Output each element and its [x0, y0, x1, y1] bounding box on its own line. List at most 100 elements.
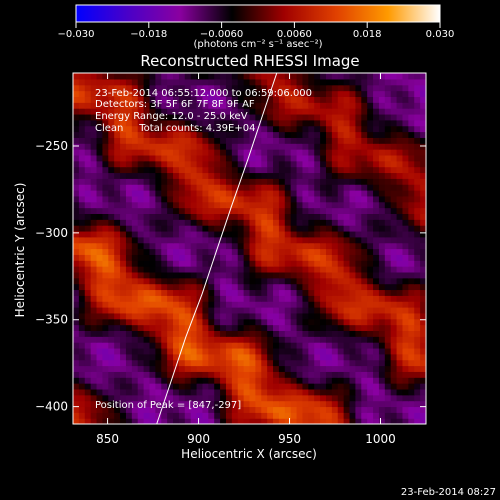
heatmap-cell — [190, 400, 198, 408]
heatmap-cell — [378, 102, 386, 109]
heatmap-cell — [102, 359, 109, 367]
heatmap-cell — [414, 371, 421, 378]
heatmap-cell — [225, 119, 233, 127]
heatmap-cell — [349, 178, 356, 185]
heatmap-cell — [120, 125, 127, 133]
colorbar-tick-label: 0.018 — [353, 29, 382, 40]
heatmap-cell — [237, 190, 245, 197]
heatmap-cell — [325, 400, 333, 408]
heatmap-cell — [231, 78, 239, 86]
heatmap-cell — [255, 178, 262, 185]
heatmap-cell — [373, 178, 380, 185]
heatmap-cell — [167, 230, 174, 238]
heatmap-cell — [231, 84, 239, 92]
heatmap-cell — [114, 312, 121, 320]
heatmap-cell — [314, 400, 321, 408]
heatmap-cell — [120, 371, 127, 378]
heatmap-cell — [355, 225, 362, 232]
heatmap-cell — [78, 394, 86, 402]
heatmap-cell — [73, 160, 80, 168]
heatmap-cell — [120, 365, 127, 372]
heatmap-cell — [73, 149, 80, 156]
heatmap-cell — [131, 213, 139, 220]
heatmap-cell — [178, 73, 186, 80]
heatmap-cell — [231, 73, 239, 80]
heatmap-cell — [308, 307, 315, 314]
heatmap-cell — [137, 266, 145, 273]
heatmap-cell — [384, 283, 392, 291]
heatmap-cell — [131, 377, 139, 384]
heatmap-cell — [420, 201, 426, 209]
heatmap-cell — [214, 154, 221, 162]
heatmap-cell — [102, 195, 109, 203]
heatmap-cell — [278, 330, 286, 337]
heatmap-cell — [190, 365, 198, 372]
heatmap-cell — [384, 137, 392, 144]
heatmap-cell — [149, 406, 156, 413]
heatmap-cell — [78, 108, 86, 115]
heatmap-cell — [273, 330, 280, 337]
heatmap-cell — [155, 254, 162, 261]
heatmap-cell — [202, 353, 209, 361]
heatmap-cell — [420, 301, 426, 308]
heatmap-cell — [167, 236, 174, 244]
heatmap-cell — [137, 371, 145, 378]
heatmap-cell — [325, 119, 333, 127]
heatmap-cell — [384, 236, 392, 244]
heatmap-cell — [255, 383, 262, 390]
heatmap-cell — [243, 347, 251, 355]
heatmap-cell — [108, 108, 115, 115]
heatmap-cell — [325, 242, 333, 250]
heatmap-cell — [243, 102, 251, 109]
heatmap-cell — [325, 190, 333, 197]
heatmap-cell — [402, 295, 409, 302]
heatmap-cell — [173, 172, 180, 179]
heatmap-cell — [90, 330, 98, 337]
heatmap-cell — [367, 318, 374, 326]
heatmap-cell — [267, 219, 274, 226]
heatmap-cell — [78, 359, 86, 367]
heatmap-cell — [149, 143, 156, 150]
heatmap-cell — [296, 365, 304, 372]
heatmap-cell — [108, 371, 115, 378]
heatmap-cell — [178, 219, 186, 226]
heatmap-cell — [214, 418, 221, 424]
heatmap-cell — [231, 295, 239, 302]
heatmap-cell — [184, 190, 192, 197]
heatmap-cell — [396, 90, 404, 97]
heatmap-cell — [414, 260, 421, 267]
heatmap-cell — [320, 184, 327, 191]
heatmap-cell — [184, 137, 192, 144]
heatmap-cell — [337, 84, 345, 92]
heatmap-cell — [278, 277, 286, 285]
heatmap-cell — [114, 388, 121, 396]
heatmap-cell — [402, 289, 409, 296]
heatmap-cell — [167, 201, 174, 209]
heatmap-cell — [320, 260, 327, 267]
heatmap-cell — [325, 125, 333, 133]
heatmap-cell — [149, 324, 156, 331]
heatmap-cell — [302, 184, 309, 191]
heatmap-cell — [302, 359, 309, 367]
heatmap-cell — [114, 236, 121, 244]
heatmap-cell — [278, 295, 286, 302]
heatmap-cell — [190, 418, 198, 424]
heatmap-cell — [320, 131, 327, 138]
heatmap-cell — [102, 336, 109, 343]
heatmap-cell — [290, 260, 298, 267]
heatmap-cell — [167, 388, 174, 396]
heatmap-cell — [231, 195, 239, 203]
heatmap-cell — [167, 318, 174, 326]
heatmap-cell — [196, 301, 204, 308]
heatmap-cell — [125, 295, 133, 302]
heatmap-cell — [361, 143, 368, 150]
heatmap-cell — [173, 371, 180, 378]
heatmap-cell — [178, 312, 186, 320]
heatmap-cell — [414, 266, 421, 273]
heatmap-cell — [384, 324, 392, 331]
heatmap-cell — [349, 102, 356, 109]
heatmap-cell — [161, 377, 168, 384]
heatmap-cell — [308, 312, 315, 320]
heatmap-cell — [325, 201, 333, 209]
heatmap-cell — [231, 289, 239, 296]
